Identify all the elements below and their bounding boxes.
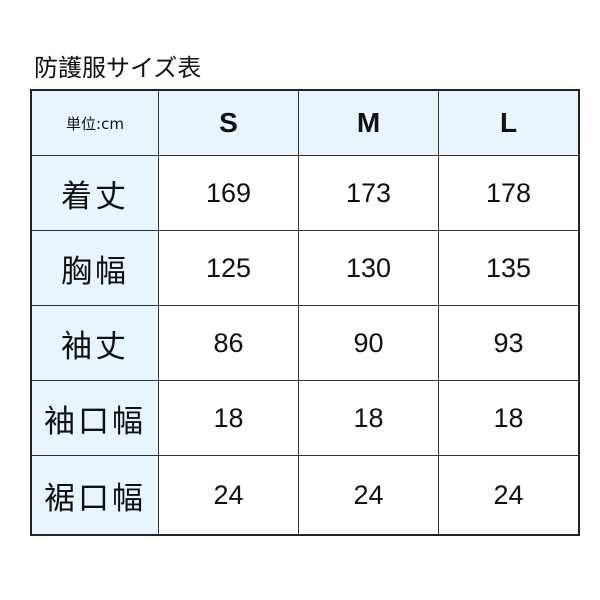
- size-table: 単位:cm S M L 着丈 169 173 178 胸幅 125 130 13…: [30, 89, 580, 536]
- cell-value: 24: [158, 455, 299, 536]
- cell-value: 135: [438, 230, 580, 306]
- table-row: 袖口幅 18 18 18: [30, 380, 580, 456]
- cell-value: 178: [438, 155, 580, 231]
- table-row: 着丈 169 173 178: [30, 155, 580, 231]
- table-row: 袖丈 86 90 93: [30, 305, 580, 381]
- cell-value: 130: [298, 230, 439, 306]
- cell-value: 18: [438, 380, 580, 456]
- cell-value: 24: [298, 455, 439, 536]
- cell-value: 125: [158, 230, 299, 306]
- row-label: 裾口幅: [30, 455, 159, 536]
- size-header-s: S: [158, 89, 299, 156]
- cell-value: 93: [438, 305, 580, 381]
- cell-value: 18: [158, 380, 299, 456]
- table-row: 胸幅 125 130 135: [30, 230, 580, 306]
- cell-value: 86: [158, 305, 299, 381]
- cell-value: 90: [298, 305, 439, 381]
- unit-label: 単位:cm: [30, 89, 159, 156]
- page-title: 防護服サイズ表: [34, 54, 202, 82]
- cell-value: 18: [298, 380, 439, 456]
- row-label: 胸幅: [30, 230, 159, 306]
- cell-value: 173: [298, 155, 439, 231]
- table-row: 裾口幅 24 24 24: [30, 455, 580, 536]
- cell-value: 24: [438, 455, 580, 536]
- row-label: 袖口幅: [30, 380, 159, 456]
- header-row: 単位:cm S M L: [30, 89, 580, 156]
- row-label: 着丈: [30, 155, 159, 231]
- size-header-l: L: [438, 89, 580, 156]
- row-label: 袖丈: [30, 305, 159, 381]
- size-header-m: M: [298, 89, 439, 156]
- cell-value: 169: [158, 155, 299, 231]
